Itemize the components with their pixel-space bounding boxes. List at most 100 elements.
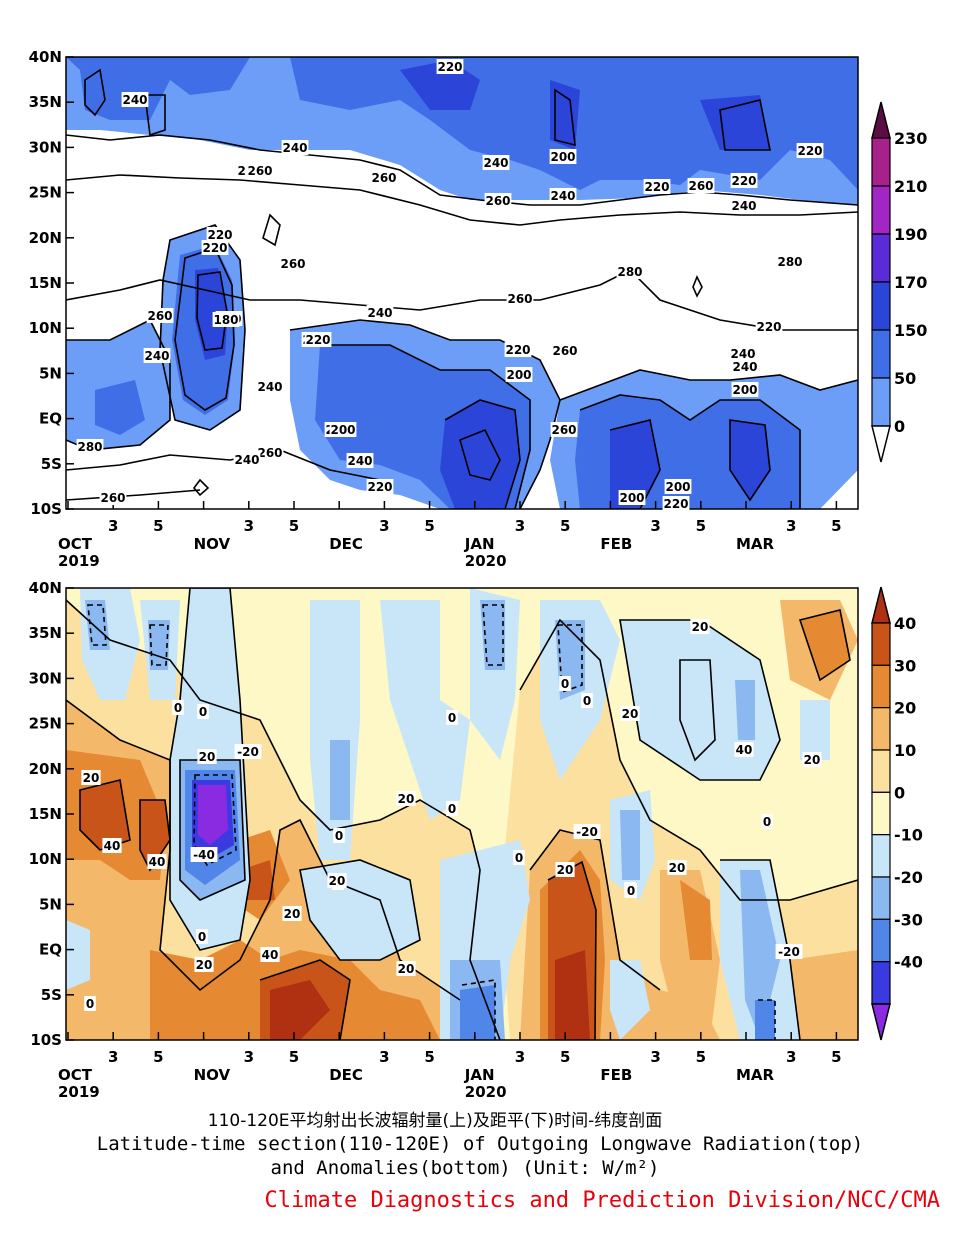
- olr-fill-190: [66, 57, 858, 190]
- contour-label: 40: [104, 839, 121, 853]
- x-tick-label: 5: [696, 1048, 706, 1066]
- contour-label: 220: [305, 333, 330, 347]
- contour-label-bg: [775, 944, 803, 959]
- contour-label: 200: [330, 423, 355, 437]
- y-tick-label: 10N: [29, 319, 62, 337]
- contour-label: 260: [507, 292, 532, 306]
- contour-label-bg: [201, 240, 229, 255]
- y-tick-label: 5N: [39, 364, 62, 382]
- contour-label: 240: [550, 189, 575, 203]
- colorbar-segment: [871, 791, 891, 836]
- x-tick-year: 2019: [58, 1083, 100, 1101]
- caption-credit: Climate Diagnostics and Prediction Divis…: [264, 1188, 940, 1213]
- contour-label-bg: [482, 155, 510, 170]
- colorbar-segment: [871, 961, 891, 1005]
- contour-label-bg: [102, 838, 122, 853]
- contour-label-bg: [484, 193, 512, 208]
- colorbar-label: 40: [894, 614, 916, 633]
- contour-label-bg: [551, 343, 579, 358]
- contour-label: 20: [398, 962, 415, 976]
- contour-label-bg: [304, 332, 332, 347]
- contour-label: 260: [552, 344, 577, 358]
- contour-label-bg: [333, 828, 345, 843]
- colorbar-label: 20: [894, 699, 916, 718]
- colorbar-label: 170: [894, 273, 927, 292]
- contour-label: 220: [207, 228, 232, 242]
- contour-label: 260: [280, 257, 305, 271]
- contour-label-bg: [559, 676, 571, 691]
- contour-label-bg: [505, 367, 533, 382]
- contour-label-bg: [281, 140, 309, 155]
- contour-label-bg: [761, 814, 773, 829]
- x-tick-label: 3: [108, 1048, 118, 1066]
- colorbar-label: 0: [894, 783, 905, 802]
- contour-label-bg: [256, 379, 284, 394]
- x-tick-year: 2019: [58, 552, 100, 570]
- x-tick-label: 5: [424, 517, 434, 535]
- contour-label-bg: [143, 348, 171, 363]
- y-tick-label: 40N: [29, 48, 62, 66]
- x-tick-label: NOV: [194, 535, 231, 553]
- contour-label: 0: [198, 930, 206, 944]
- contour-label-bg: [730, 198, 758, 213]
- x-tick-label: FEB: [600, 535, 632, 553]
- contour-label: 0: [763, 815, 771, 829]
- contour-label-bg: [802, 752, 822, 767]
- contour-label: 0: [174, 701, 182, 715]
- olr-contour-labels: 2402202202402602602202002601802602402402…: [76, 59, 824, 511]
- colorbar-segment: [871, 918, 891, 963]
- y-tick-label: EQ: [39, 941, 62, 959]
- contour-label: 0: [515, 851, 523, 865]
- anom-fill-50-left: [270, 980, 330, 1040]
- contour-label: 20: [804, 753, 821, 767]
- y-tick-label: 35N: [29, 93, 62, 111]
- contour-label-bg: [172, 700, 184, 715]
- x-tick-label: 5: [560, 1048, 570, 1066]
- contour-label: 200: [550, 150, 575, 164]
- y-tick-label: 25N: [29, 715, 62, 733]
- colorbar-segment: [871, 377, 891, 427]
- contour-label-bg: [81, 770, 101, 785]
- contour-label-bg: [796, 143, 824, 158]
- contour-label: 0: [199, 705, 207, 719]
- colorbar-segment: [871, 329, 891, 379]
- contour-label: 220: [437, 60, 462, 74]
- colorbar-label: 0: [894, 417, 905, 436]
- contour-label-bg: [197, 749, 217, 764]
- y-tick-label: 35N: [29, 624, 62, 642]
- contour-label-bg: [366, 305, 394, 320]
- contour-label: 0: [448, 711, 456, 725]
- colorbar-segment: [871, 749, 891, 793]
- colorbar-label: 150: [894, 321, 927, 340]
- contour-label-bg: [506, 291, 534, 306]
- caption-chinese: 110-120E平均射出长波辐射量(上)及距平(下)时间-纬度剖面: [207, 1111, 663, 1131]
- contour-label: -20: [576, 825, 598, 839]
- x-tick-label: MAR: [736, 1066, 775, 1084]
- contour-label: 240: [367, 306, 392, 320]
- contour-label: 220: [663, 497, 688, 511]
- contour-label-bg: [755, 319, 783, 334]
- x-tick-label: 3: [650, 517, 660, 535]
- anom-fill-neg10: [66, 588, 830, 1040]
- contour-label-bg: [327, 873, 347, 888]
- contour-label: 240: [730, 347, 755, 361]
- contour-label: 200: [506, 368, 531, 382]
- contour-label: 260: [257, 446, 282, 460]
- contour-label: 240: [347, 454, 372, 468]
- x-tick-label: 5: [831, 1048, 841, 1066]
- x-tick-label: 3: [244, 517, 254, 535]
- contour-label: 200: [732, 383, 757, 397]
- contour-label-bg: [246, 163, 274, 178]
- olr-fill-170-nov: [195, 268, 228, 360]
- contour-label: 200: [665, 480, 690, 494]
- contour-label-bg: [731, 382, 759, 397]
- x-tick-label: 3: [515, 517, 525, 535]
- x-tick-label: MAR: [736, 535, 775, 553]
- contour-label-bg: [260, 947, 280, 962]
- colorbar-label: 50: [894, 369, 916, 388]
- colorbar-segment: [871, 707, 891, 751]
- y-tick-label: 10S: [30, 500, 62, 518]
- contour-label-bg: [690, 619, 710, 634]
- x-tick-label: 3: [515, 1048, 525, 1066]
